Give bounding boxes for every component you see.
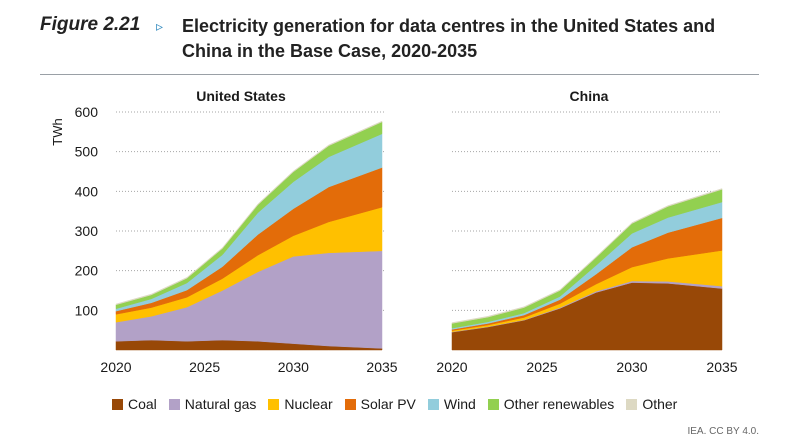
- figure-title-line-1: Electricity generation for data centres …: [182, 16, 716, 36]
- legend: Coal Natural gas Nuclear Solar PV Wind Other …: [112, 396, 752, 412]
- legend-label: Wind: [443, 396, 476, 412]
- y-axis-label: TWh: [50, 118, 65, 145]
- legend-label: Nuclear: [284, 396, 333, 412]
- legend-swatch: [626, 398, 638, 410]
- source-credit: IEA. CC BY 4.0.: [687, 426, 759, 437]
- legend-item-other-renewables: Other renewables: [487, 396, 615, 412]
- legend-swatch: [112, 398, 123, 410]
- china-xtick-2030: 2030: [616, 359, 647, 375]
- china-xtick-2025: 2025: [526, 359, 557, 375]
- legend-swatch: [427, 398, 439, 410]
- legend-item-wind: Wind: [427, 396, 476, 412]
- ytick-100: 100: [75, 302, 99, 318]
- legend-item-nuclear: Nuclear: [268, 396, 333, 412]
- figure-title: Electricity generation for data centres …: [182, 14, 742, 64]
- legend-item-solar-pv: Solar PV: [344, 396, 416, 412]
- legend-swatch: [268, 398, 280, 410]
- united-states-panel-title: United States: [196, 88, 286, 104]
- legend-label: Solar PV: [360, 396, 416, 412]
- legend-swatch: [344, 398, 356, 410]
- ytick-500: 500: [75, 144, 99, 160]
- legend-item-natural-gas: Natural gas: [168, 396, 257, 412]
- ytick-400: 400: [75, 183, 99, 199]
- legend-label: Other renewables: [503, 396, 615, 412]
- united-states-area-other: [115, 120, 383, 306]
- china-panel-title: China: [570, 88, 609, 104]
- china-xtick-2035: 2035: [706, 359, 737, 375]
- united-states-xtick-2020: 2020: [100, 359, 131, 375]
- legend-item-coal: Coal: [112, 396, 157, 412]
- legend-swatch: [487, 398, 499, 410]
- ytick-200: 200: [75, 263, 99, 279]
- ytick-600: 600: [75, 104, 99, 120]
- united-states-xtick-2030: 2030: [278, 359, 309, 375]
- china-area-other: [451, 188, 723, 324]
- figure-number: Figure 2.21: [40, 14, 141, 35]
- legend-label: Other: [642, 396, 678, 412]
- legend-label: Coal: [128, 396, 157, 412]
- united-states-xtick-2035: 2035: [366, 359, 397, 375]
- legend-swatch: [168, 398, 180, 410]
- legend-item-other: Other: [626, 396, 677, 412]
- legend-label: Natural gas: [184, 396, 257, 412]
- figure-title-line-2: China in the Base Case, 2020-2035: [182, 41, 478, 61]
- figure-arrow-icon: ▹: [156, 18, 164, 34]
- united-states-xtick-2025: 2025: [189, 359, 220, 375]
- ytick-300: 300: [75, 223, 99, 239]
- china-xtick-2020: 2020: [436, 359, 467, 375]
- title-divider: [40, 74, 759, 75]
